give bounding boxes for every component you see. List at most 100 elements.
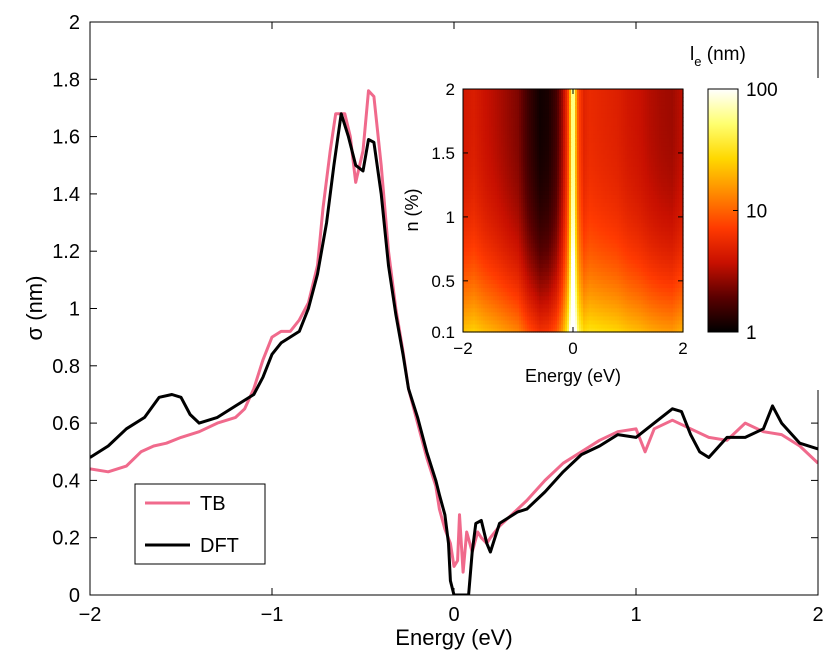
heatmap-cell <box>477 194 480 199</box>
heatmap-cell <box>587 251 590 256</box>
heatmap-cell <box>567 214 570 220</box>
heatmap-cell <box>545 149 548 155</box>
heatmap-cell <box>631 161 634 167</box>
heatmap-cell <box>541 255 544 260</box>
heatmap-cell <box>465 242 468 248</box>
heatmap-cell <box>599 311 602 317</box>
heatmap-cell <box>481 319 484 325</box>
heatmap-cell <box>509 170 512 175</box>
heatmap-cell <box>601 303 604 309</box>
heatmap-cell <box>625 271 628 276</box>
heatmap-cell <box>521 259 524 264</box>
heatmap-cell <box>487 287 490 293</box>
heatmap-cell <box>505 194 508 199</box>
heatmap-cell <box>563 170 566 175</box>
heatmap-cell <box>583 291 586 297</box>
heatmap-cell <box>511 230 514 236</box>
heatmap-cell <box>531 319 534 325</box>
heatmap-cell <box>485 178 488 183</box>
heatmap-cell <box>591 161 594 167</box>
heatmap-cell <box>541 319 544 325</box>
heatmap-cell <box>563 218 566 224</box>
heatmap-cell <box>637 202 640 208</box>
heatmap-cell <box>643 299 646 305</box>
heatmap-cell <box>483 287 486 293</box>
heatmap-cell <box>535 174 538 179</box>
heatmap-cell <box>579 222 582 228</box>
heatmap-cell <box>553 295 556 301</box>
heatmap-cell <box>501 214 504 220</box>
heatmap-cell <box>515 287 518 293</box>
heatmap-cell <box>671 214 674 220</box>
heatmap-cell <box>601 238 604 244</box>
heatmap-cell <box>517 255 520 260</box>
heatmap-cell <box>529 210 532 216</box>
heatmap-cell <box>559 319 562 325</box>
heatmap-cell <box>583 170 586 175</box>
heatmap-cell <box>605 170 608 175</box>
heatmap-cell <box>523 206 526 212</box>
heatmap-cell <box>597 279 600 284</box>
heatmap-cell <box>539 190 542 195</box>
heatmap-cell <box>639 226 642 232</box>
heatmap-cell <box>625 190 628 195</box>
heatmap-cell <box>585 287 588 293</box>
heatmap-cell <box>515 202 518 208</box>
heatmap-cell <box>587 323 590 329</box>
heatmap-cell <box>561 311 564 317</box>
heatmap-cell <box>565 165 568 171</box>
heatmap-cell <box>471 303 474 309</box>
heatmap-cell <box>527 149 530 155</box>
heatmap-cell <box>499 251 502 256</box>
heatmap-cell <box>651 218 654 224</box>
heatmap-cell <box>555 299 558 305</box>
heatmap-cell <box>561 238 564 244</box>
heatmap-cell <box>495 323 498 329</box>
heatmap-cell <box>665 291 668 297</box>
heatmap-cell <box>565 271 568 276</box>
heatmap-cell <box>627 214 630 220</box>
heatmap-cell <box>669 267 672 272</box>
heatmap-cell <box>467 178 470 183</box>
heatmap-cell <box>641 251 644 256</box>
heatmap-cell <box>681 299 684 305</box>
heatmap-cell <box>601 186 604 191</box>
heatmap-cell <box>509 255 512 260</box>
heatmap-cell <box>673 259 676 264</box>
heatmap-cell <box>553 198 556 203</box>
heatmap-cell <box>593 170 596 175</box>
heatmap-cell <box>591 251 594 256</box>
heatmap-cell <box>671 174 674 179</box>
heatmap-cell <box>593 234 596 240</box>
heatmap-cell <box>653 319 656 325</box>
heatmap-cell <box>515 242 518 248</box>
heatmap-cell <box>571 275 574 280</box>
heatmap-cell <box>679 327 682 333</box>
heatmap-cell <box>671 279 674 284</box>
heatmap-cell <box>469 238 472 244</box>
heatmap-cell <box>669 206 672 212</box>
heatmap-cell <box>563 287 566 293</box>
heatmap-cell <box>553 202 556 208</box>
heatmap-cell <box>473 178 476 183</box>
heatmap-cell <box>545 194 548 199</box>
heatmap-cell <box>579 214 582 220</box>
heatmap-cell <box>551 255 554 260</box>
heatmap-cell <box>497 174 500 179</box>
heatmap-cell <box>555 186 558 191</box>
heatmap-cell <box>553 157 556 163</box>
heatmap-cell <box>659 323 662 329</box>
heatmap-cell <box>555 202 558 208</box>
heatmap-cell <box>587 307 590 313</box>
heatmap-cell <box>529 206 532 212</box>
heatmap-cell <box>551 226 554 232</box>
heatmap-cell <box>597 275 600 280</box>
heatmap-cell <box>575 327 578 333</box>
heatmap-cell <box>585 206 588 212</box>
heatmap-cell <box>559 327 562 333</box>
heatmap-cell <box>489 165 492 171</box>
heatmap-cell <box>497 182 500 187</box>
heatmap-cell <box>551 238 554 244</box>
heatmap-cell <box>575 315 578 321</box>
heatmap-cell <box>525 242 528 248</box>
